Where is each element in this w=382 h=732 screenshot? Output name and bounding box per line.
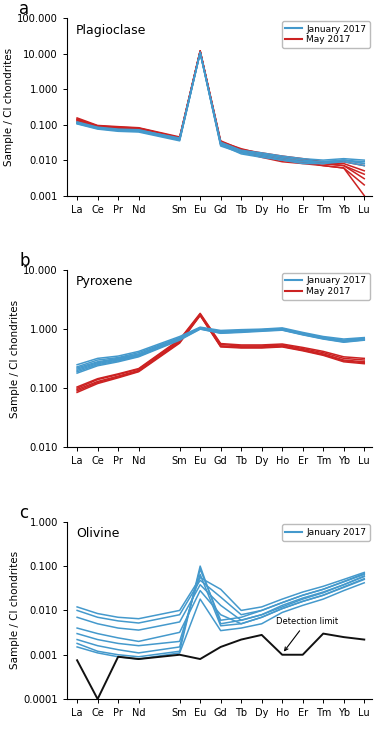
Text: a: a <box>19 0 30 18</box>
Y-axis label: Sample / CI chondrites: Sample / CI chondrites <box>10 299 20 418</box>
Text: b: b <box>19 252 30 270</box>
Text: Detection limit: Detection limit <box>276 617 338 651</box>
Text: Olivine: Olivine <box>76 527 120 540</box>
Y-axis label: Sample / CI chondrites: Sample / CI chondrites <box>10 551 20 670</box>
Legend: January 2017, May 2017: January 2017, May 2017 <box>282 21 370 48</box>
Text: Pyroxene: Pyroxene <box>76 275 133 288</box>
Legend: January 2017, May 2017: January 2017, May 2017 <box>282 273 370 300</box>
Legend: January 2017: January 2017 <box>282 525 370 541</box>
Y-axis label: Sample / CI chondrites: Sample / CI chondrites <box>4 48 14 166</box>
Text: c: c <box>19 504 29 522</box>
Text: Plagioclase: Plagioclase <box>76 23 146 37</box>
